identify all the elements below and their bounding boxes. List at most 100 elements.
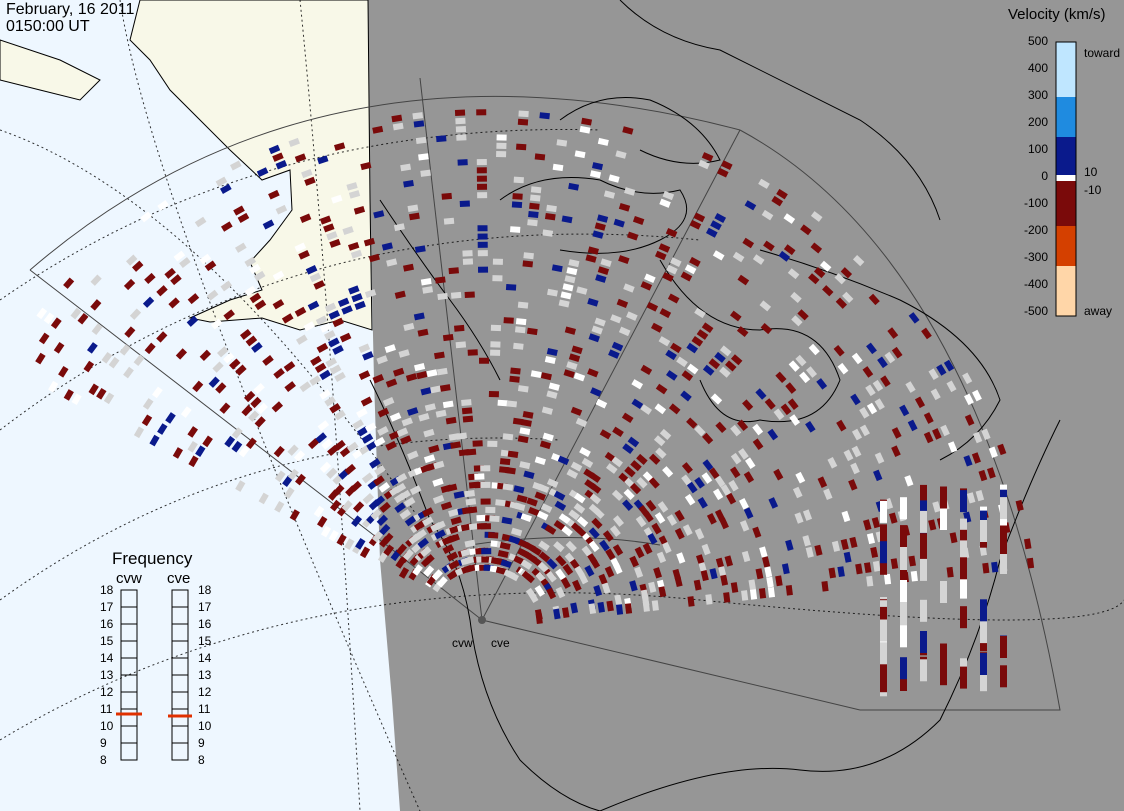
scatter-cell: [866, 575, 874, 587]
date-label: February, 16 2011: [6, 1, 135, 18]
scatter-cell: [595, 274, 607, 283]
scatter-cell: [301, 169, 313, 179]
scatter-cell: [689, 256, 701, 267]
scatter-cell: [453, 490, 465, 499]
scatter-cell: [428, 444, 440, 454]
scatter-cell: [412, 564, 423, 576]
scatter-cell: [477, 183, 488, 190]
freq-scale-label: 18: [100, 583, 114, 597]
scatter-cell: [553, 541, 565, 553]
scatter-cell: [674, 527, 685, 540]
scatter-cell: [760, 323, 773, 335]
scatter-cell: [330, 499, 341, 512]
scatter-cell: [309, 272, 322, 283]
scatter-cell: [336, 534, 347, 546]
scatter-cell: [519, 427, 531, 436]
scatter-cell: [253, 382, 265, 395]
scatter-cell: [724, 555, 734, 567]
scatter-cell: [454, 324, 465, 332]
scatter-cell: [880, 606, 887, 629]
scatter-cell: [622, 443, 634, 454]
scatter-cell: [787, 268, 800, 280]
scatter-cell: [655, 447, 667, 459]
scatter-cell: [443, 217, 455, 225]
scatter-cell: [900, 497, 907, 520]
scatter-cell: [248, 410, 260, 422]
scatter-cell: [680, 271, 693, 282]
scatter-cell: [726, 492, 737, 505]
scatter-cell: [488, 391, 499, 398]
scatter-cell: [535, 613, 543, 624]
scatter-cell: [1000, 552, 1007, 574]
scatter-cell: [805, 421, 816, 433]
scatter-cell: [627, 231, 639, 241]
scatter-cell: [980, 621, 987, 644]
scatter-cell: [837, 566, 845, 578]
scatter-cell: [287, 444, 299, 456]
scatter-cell: [314, 362, 327, 374]
frequency-title: Frequency: [112, 549, 193, 568]
scatter-cell: [624, 466, 636, 478]
scatter-cell: [404, 515, 417, 527]
scatter-cell: [980, 653, 987, 675]
scatter-cell: [880, 375, 891, 388]
away-label: away: [1084, 304, 1113, 318]
freq-scale-label: 14: [100, 651, 114, 665]
scatter-cell: [587, 368, 599, 378]
scatter-cell: [423, 428, 435, 438]
scatter-cell: [752, 438, 764, 451]
scatter-cell: [249, 292, 262, 304]
scatter-cell: [476, 175, 487, 182]
scatter-cell: [296, 334, 308, 345]
scatter-cell: [422, 286, 434, 294]
scatter-cell: [288, 137, 300, 148]
scatter-cell: [613, 515, 625, 527]
scatter-cell: [787, 398, 799, 410]
scatter-cell: [840, 538, 849, 551]
scatter-cell: [235, 364, 247, 376]
scatter-cell: [880, 500, 887, 523]
scatter-cell: [123, 366, 134, 379]
scatter-cell: [465, 448, 477, 456]
scatter-cell: [606, 600, 614, 612]
scatter-cell: [403, 496, 416, 508]
scatter-cell: [317, 515, 328, 528]
scatter-cell: [575, 417, 588, 428]
scatter-cell: [842, 291, 854, 304]
scatter-cell: [540, 372, 552, 381]
scatter-cell: [361, 472, 374, 484]
scatter-cell: [319, 322, 332, 333]
scatter-cell: [555, 568, 566, 581]
scatter-cell: [562, 283, 574, 292]
scatter-cell: [595, 398, 608, 409]
scatter-cell: [654, 250, 667, 261]
scatter-cell: [674, 575, 683, 588]
scatter-cell: [391, 114, 403, 123]
scatter-cell: [654, 512, 666, 524]
scatter-cell: [502, 433, 514, 441]
scatter-cell: [448, 267, 459, 275]
scatter-cell: [313, 280, 325, 290]
scatter-cell: [324, 302, 337, 313]
scatter-cell: [512, 193, 523, 200]
scatter-cell: [608, 349, 620, 359]
scatter-cell: [329, 364, 342, 375]
scatter-cell: [623, 283, 635, 293]
scatter-cell: [480, 465, 491, 472]
scatter-cell: [383, 544, 395, 557]
scatter-cell: [423, 454, 436, 464]
scatter-cell: [729, 466, 741, 479]
scatter-cell: [204, 260, 217, 272]
scatter-cell: [187, 293, 200, 305]
scatter-cell: [144, 342, 156, 355]
scatter-cell: [342, 226, 354, 235]
scatter-cell: [362, 492, 375, 505]
scatter-cell: [666, 514, 678, 526]
scatter-cell: [409, 212, 420, 221]
scatter-cell: [320, 525, 332, 538]
scatter-cell: [294, 153, 307, 163]
scatter-cell: [775, 371, 787, 384]
scatter-cell: [518, 110, 529, 118]
scatter-cell: [450, 516, 462, 525]
scatter-cell: [852, 254, 865, 267]
